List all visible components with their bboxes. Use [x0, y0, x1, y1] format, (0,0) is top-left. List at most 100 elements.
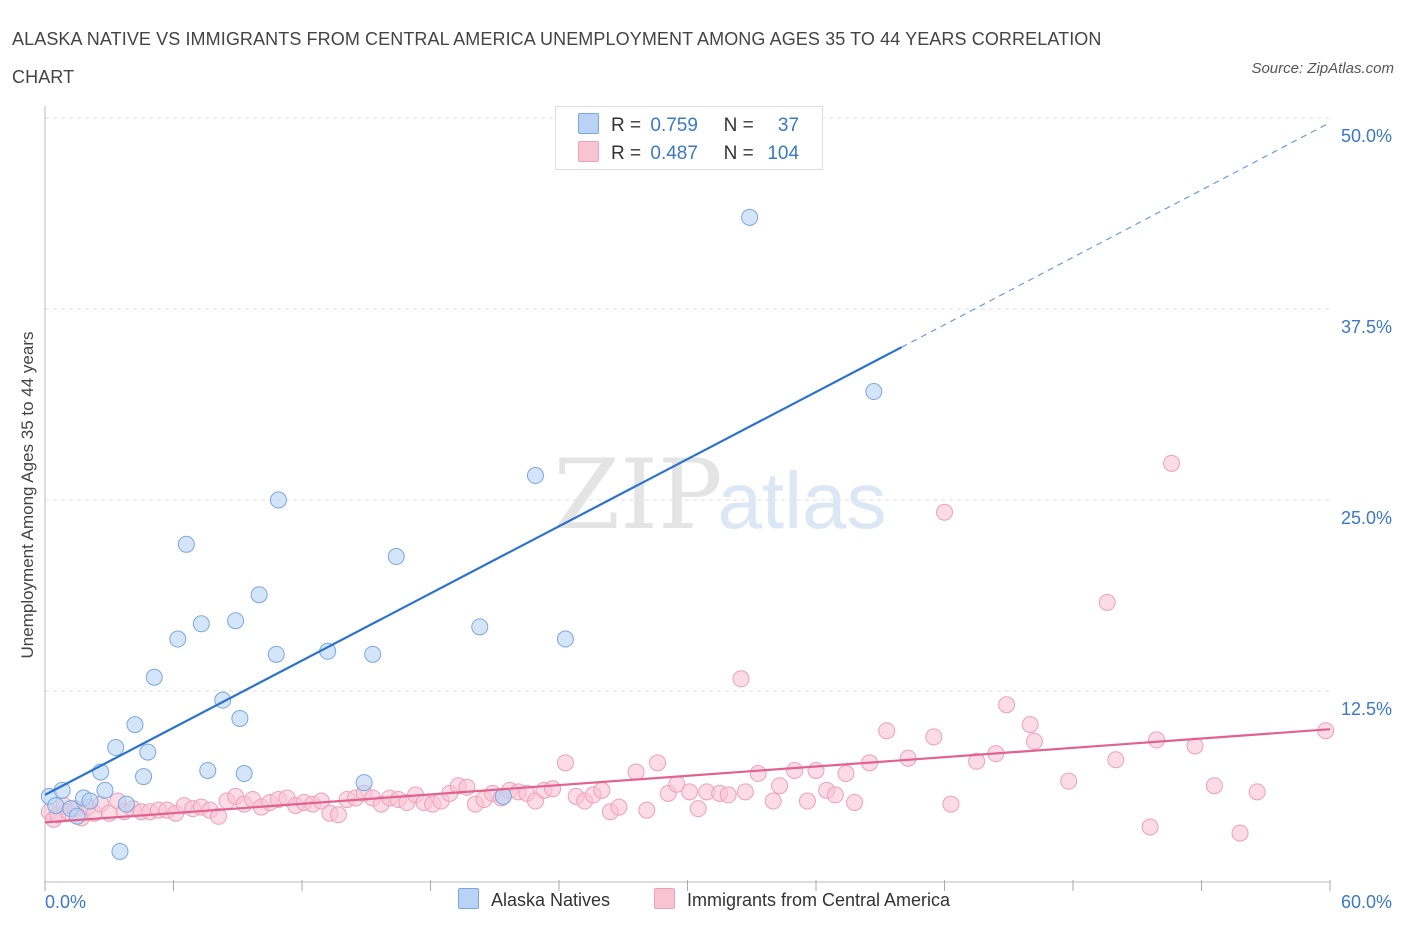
- data-point-immigrants: [681, 783, 699, 801]
- bottom-legend-immigrants: Immigrants from Central America: [654, 888, 950, 911]
- data-point-alaska-natives: [47, 797, 65, 815]
- data-point-alaska-natives: [556, 630, 574, 648]
- data-point-alaska-natives: [526, 467, 544, 485]
- data-point-alaska-natives: [231, 710, 249, 728]
- data-point-alaska-natives: [865, 383, 883, 401]
- data-point-alaska-natives: [169, 630, 187, 648]
- data-point-immigrants: [998, 696, 1016, 714]
- data-point-immigrants: [593, 781, 611, 799]
- legend-n-value: 104: [767, 143, 800, 164]
- data-point-immigrants: [649, 754, 667, 772]
- data-point-alaska-natives: [111, 842, 129, 860]
- grid-lines: [45, 117, 1330, 692]
- data-point-immigrants: [1107, 751, 1125, 769]
- y-tick-label: 12.5%: [1341, 699, 1392, 719]
- data-point-immigrants: [1163, 454, 1181, 472]
- watermark-atlas: atlas: [718, 456, 887, 545]
- trend-line-immigrants: [44, 728, 1331, 824]
- legend-n-label: N =: [723, 143, 754, 164]
- data-point-immigrants: [544, 780, 562, 798]
- data-point-alaska-natives: [135, 768, 153, 786]
- data-point-alaska-natives: [269, 491, 287, 509]
- bottom-legend-swatch-pink: [654, 888, 675, 909]
- data-point-immigrants: [1231, 824, 1249, 842]
- data-point-immigrants: [1021, 716, 1039, 734]
- data-point-immigrants: [732, 670, 750, 688]
- trend-line-alaska-natives-extension: [901, 122, 1331, 348]
- data-point-immigrants: [689, 800, 707, 818]
- data-point-immigrants: [807, 761, 825, 779]
- bottom-legend-alaska-natives: Alaska Natives: [458, 888, 610, 911]
- data-point-alaska-natives: [250, 586, 268, 604]
- data-point-alaska-natives: [387, 548, 405, 566]
- watermark-zip: ZIP: [553, 439, 722, 551]
- data-point-immigrants: [719, 786, 737, 804]
- data-point-alaska-natives: [741, 208, 759, 226]
- data-point-immigrants: [837, 765, 855, 783]
- data-point-immigrants: [942, 795, 960, 813]
- data-point-immigrants: [610, 798, 628, 816]
- data-point-immigrants: [968, 752, 986, 770]
- data-point-immigrants: [826, 786, 844, 804]
- data-point-immigrants: [771, 777, 789, 795]
- data-point-immigrants: [556, 754, 574, 772]
- data-point-immigrants: [329, 806, 347, 824]
- data-point-alaska-natives: [177, 535, 195, 553]
- trend-lines: [44, 122, 1331, 824]
- series-alaska-natives-points: [40, 208, 883, 860]
- data-point-alaska-natives: [68, 807, 86, 825]
- axes: [44, 106, 1331, 891]
- data-point-immigrants: [936, 503, 953, 521]
- data-point-alaska-natives: [471, 618, 489, 636]
- legend-row-alaska-natives: R = 0.759 N = 37: [578, 113, 799, 139]
- data-point-immigrants: [749, 765, 767, 783]
- legend-r-label: R =: [611, 143, 642, 164]
- legend-swatch-pink: [578, 141, 599, 162]
- tick-labels: 12.5% 25.0% 37.5% 50.0% 0.0% 60.0%: [45, 126, 1392, 912]
- data-point-immigrants: [1205, 777, 1223, 795]
- data-point-alaska-natives: [81, 792, 99, 810]
- data-point-immigrants: [1025, 732, 1043, 750]
- data-point-immigrants: [736, 783, 754, 801]
- data-point-alaska-natives: [192, 615, 210, 633]
- y-axis-label: Unemployment Among Ages 35 to 44 years: [18, 331, 37, 659]
- legend-r-value: 0.759: [650, 115, 698, 136]
- data-point-alaska-natives: [494, 787, 512, 805]
- data-point-immigrants: [786, 761, 804, 779]
- y-tick-label: 50.0%: [1341, 126, 1392, 146]
- source-label: Source: ZipAtlas.com: [1251, 60, 1394, 77]
- data-point-alaska-natives: [267, 645, 285, 663]
- bottom-legend-label: Immigrants from Central America: [687, 890, 951, 910]
- data-point-immigrants: [1141, 818, 1159, 836]
- data-point-alaska-natives: [199, 761, 217, 779]
- bottom-legend-label: Alaska Natives: [491, 890, 611, 910]
- legend-r-value: 0.487: [650, 143, 698, 164]
- data-point-immigrants: [878, 722, 896, 740]
- data-point-alaska-natives: [227, 612, 245, 630]
- data-point-alaska-natives: [139, 743, 157, 761]
- data-point-alaska-natives: [96, 781, 114, 799]
- data-point-alaska-natives: [235, 765, 253, 783]
- data-point-immigrants: [846, 794, 864, 812]
- data-point-alaska-natives: [145, 668, 163, 686]
- legend-row-immigrants: R = 0.487 N = 104: [578, 141, 799, 167]
- legend-swatch-blue: [578, 113, 599, 134]
- x-tick-label: 60.0%: [1341, 892, 1392, 912]
- data-point-alaska-natives: [355, 774, 373, 792]
- data-point-immigrants: [209, 807, 227, 825]
- legend-r-label: R =: [611, 115, 642, 136]
- data-point-immigrants: [798, 792, 816, 810]
- legend-n-label: N =: [723, 115, 754, 136]
- data-point-alaska-natives: [126, 716, 144, 734]
- y-tick-label: 25.0%: [1341, 508, 1392, 528]
- data-point-immigrants: [764, 792, 782, 810]
- legend: R = 0.759 N = 37 R = 0.487 N = 104: [555, 106, 823, 170]
- data-point-immigrants: [1248, 783, 1266, 801]
- x-tick-label: 0.0%: [45, 892, 86, 912]
- trend-line-alaska-natives: [44, 346, 903, 796]
- data-point-immigrants: [627, 763, 645, 781]
- data-point-immigrants: [1098, 593, 1116, 611]
- legend-n-value: 37: [777, 115, 800, 136]
